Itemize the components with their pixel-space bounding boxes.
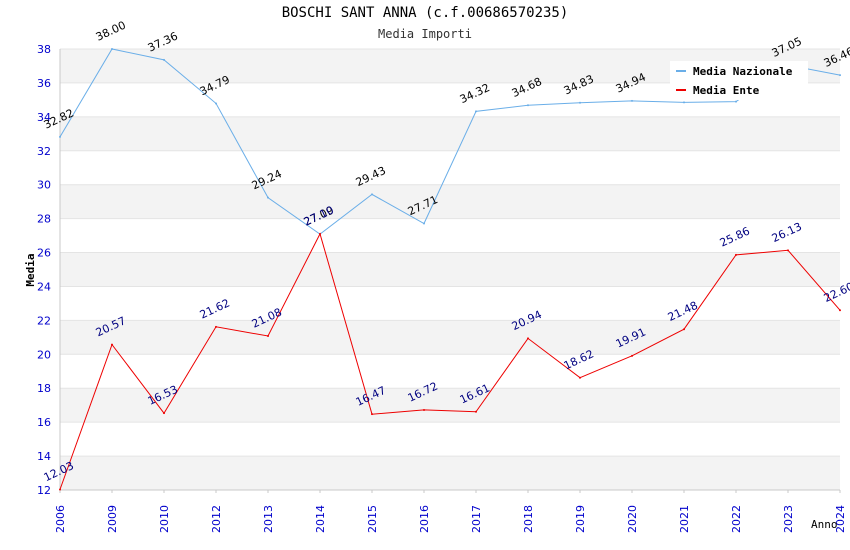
chart-subtitle: Media Importi	[378, 27, 472, 41]
data-point	[475, 410, 477, 413]
grid-lines	[60, 48, 840, 491]
y-tick-label: 12	[37, 484, 51, 497]
series-line-media-ente	[59, 232, 841, 490]
y-tick-label: 32	[37, 145, 51, 158]
x-tick-label: 2014	[314, 505, 327, 533]
x-tick-label: 2013	[262, 505, 275, 533]
data-point	[111, 48, 113, 50]
data-point	[683, 101, 685, 104]
grid-band	[60, 422, 840, 457]
data-point	[215, 102, 217, 105]
data-point	[735, 253, 737, 256]
x-tick-label: 2017	[470, 505, 483, 533]
x-tick-label: 2018	[522, 505, 535, 533]
y-tick-label: 34	[37, 111, 51, 124]
grid-band	[60, 116, 840, 151]
chart-title: BOSCHI SANT ANNA (c.f.00686570235)	[281, 5, 569, 21]
y-tick-label: 20	[37, 348, 51, 361]
legend-label: Media Ente	[693, 83, 760, 97]
y-tick-label: 28	[37, 213, 51, 226]
data-point	[527, 104, 529, 107]
data-point	[423, 222, 425, 225]
x-tick-label: 2019	[574, 505, 587, 533]
data-point	[631, 99, 633, 102]
data-point	[735, 100, 737, 103]
legend-swatch-media-nazionale	[676, 70, 686, 72]
data-point	[475, 110, 477, 113]
series-line-media-nazionale	[59, 48, 841, 235]
legend-swatch-media-ente	[676, 89, 686, 91]
grid-band	[60, 456, 840, 490]
series-lines	[59, 48, 841, 491]
y-tick-label: 16	[37, 416, 51, 429]
data-point	[527, 337, 529, 340]
data-point	[59, 488, 61, 491]
data-point	[319, 232, 321, 235]
y-tick-label: 22	[37, 314, 51, 327]
grid-band	[60, 218, 840, 253]
data-point	[839, 74, 841, 77]
x-axis-label: Anno	[811, 518, 838, 531]
x-tick-label: 2009	[106, 505, 119, 533]
axes	[59, 49, 840, 491]
x-tick-label: 2024	[834, 505, 847, 533]
data-point	[839, 309, 841, 312]
grid-band	[60, 320, 840, 355]
data-point	[423, 408, 425, 411]
grid-band	[60, 354, 840, 389]
y-tick-label: 14	[37, 450, 51, 463]
x-tick-label: 2015	[366, 505, 379, 533]
x-tick-label: 2020	[626, 505, 639, 533]
legend-item-media-nazionale: Media Nazionale	[676, 64, 792, 78]
data-point	[215, 325, 217, 328]
data-point	[787, 249, 789, 252]
data-point	[579, 101, 581, 104]
y-tick-label: 38	[37, 43, 51, 56]
data-point	[371, 413, 373, 416]
x-tick-labels: 2006 2009 2010 2012 2013 2014 2015 2016 2017 2018…	[54, 490, 847, 533]
data-point	[371, 193, 373, 196]
y-tick-label: 24	[37, 280, 51, 293]
x-tick-label: 2016	[418, 505, 431, 533]
data-point	[163, 58, 165, 61]
data-point	[59, 135, 61, 138]
data-point	[267, 334, 269, 337]
x-tick-label: 2023	[782, 505, 795, 533]
x-tick-label: 2006	[54, 505, 67, 533]
data-label: 38.00	[94, 19, 128, 44]
x-tick-label: 2022	[730, 505, 743, 533]
y-tick-labels: 12 14 16 18 20 22 24 26 28 30 32 34 36 38	[37, 43, 51, 497]
y-axis-label: Media	[24, 253, 37, 286]
data-point	[683, 328, 685, 331]
data-point	[631, 354, 633, 357]
data-point	[579, 376, 581, 379]
y-tick-label: 36	[37, 77, 51, 90]
x-tick-label: 2012	[210, 505, 223, 533]
data-point	[111, 343, 113, 346]
y-tick-label: 18	[37, 382, 51, 395]
legend: Media Nazionale Media Ente	[670, 61, 808, 100]
grid-band	[60, 184, 840, 219]
data-point	[267, 196, 269, 199]
legend-item-media-ente: Media Ente	[676, 83, 759, 97]
x-tick-label: 2021	[678, 505, 691, 533]
y-tick-label: 26	[37, 247, 51, 260]
data-point	[163, 412, 165, 415]
x-tick-label: 2010	[158, 505, 171, 533]
grid-band	[60, 286, 840, 321]
grid-band	[60, 388, 840, 423]
grid-band	[60, 252, 840, 287]
grid-bands	[60, 49, 840, 490]
legend-label: Media Nazionale	[693, 64, 793, 78]
y-tick-label: 30	[37, 179, 51, 192]
